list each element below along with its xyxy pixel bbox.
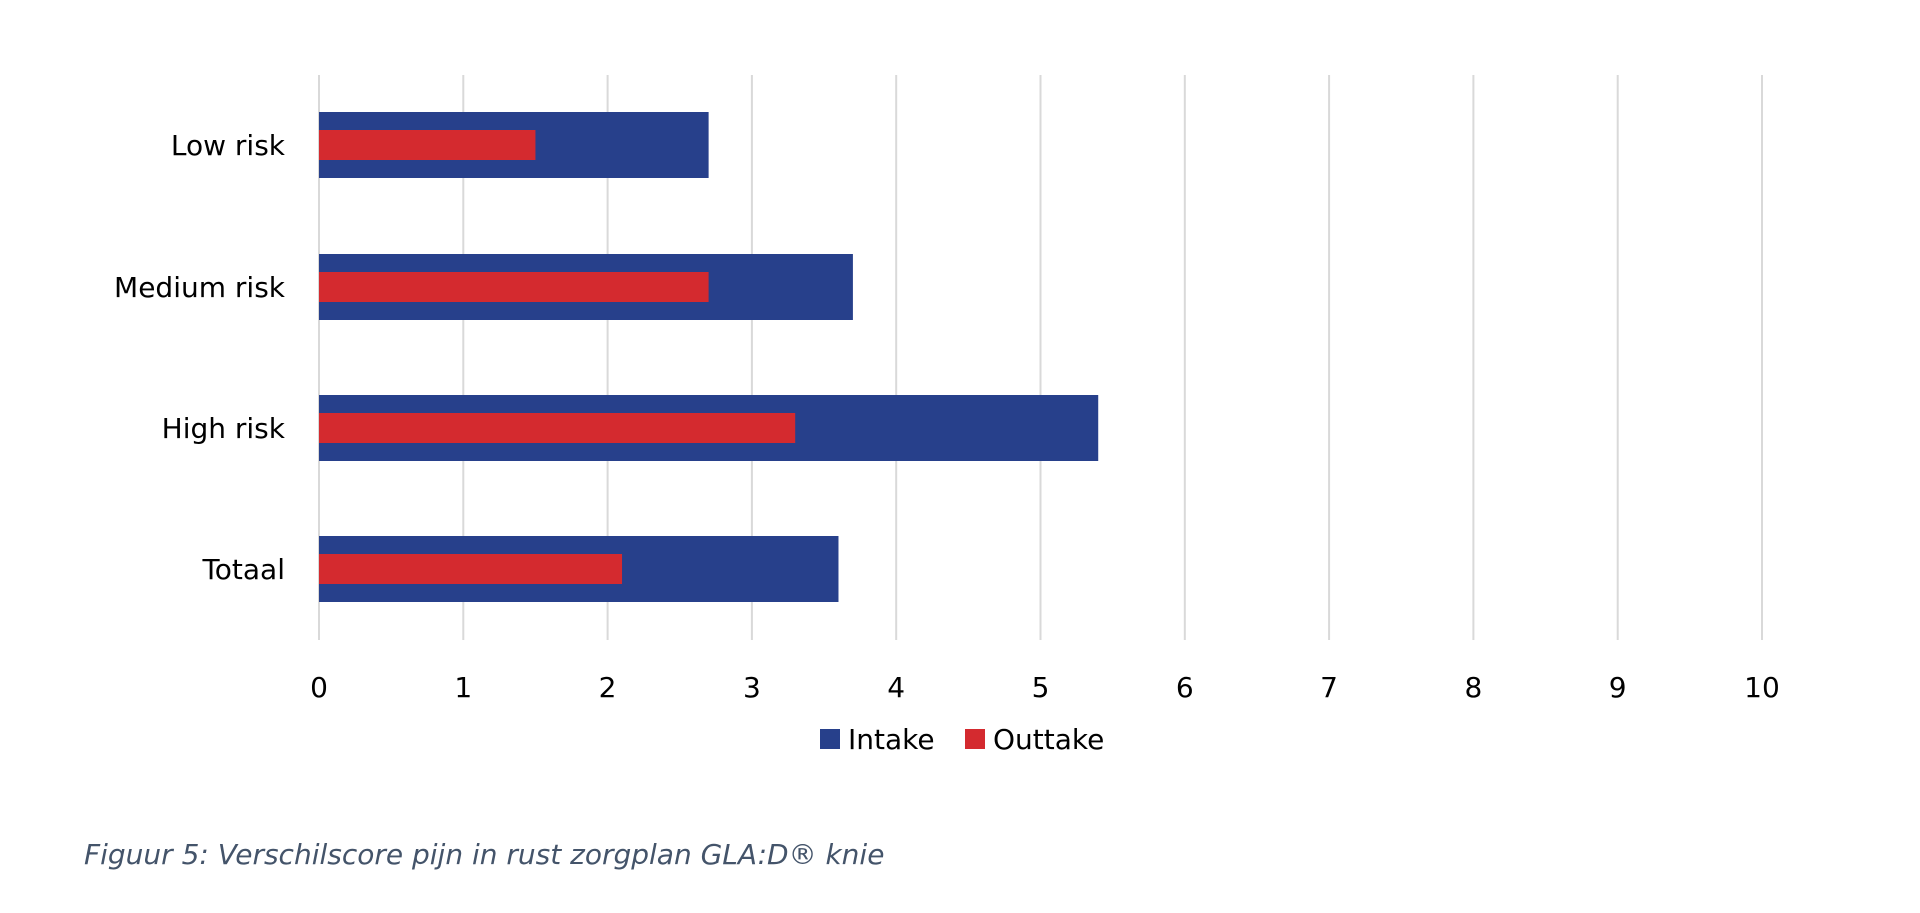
x-tick-label: 4 xyxy=(887,671,905,704)
legend-label-outtake: Outtake xyxy=(993,723,1104,756)
category-label: Totaal xyxy=(201,553,285,586)
x-tick-label: 7 xyxy=(1320,671,1338,704)
bar-outtake xyxy=(319,130,536,160)
x-tick-label: 5 xyxy=(1032,671,1050,704)
category-label: High risk xyxy=(162,412,286,445)
x-tick-label: 9 xyxy=(1609,671,1627,704)
legend-label-intake: Intake xyxy=(848,723,935,756)
x-tick-label: 1 xyxy=(454,671,472,704)
bar-outtake xyxy=(319,554,623,584)
x-tick-label: 0 xyxy=(310,671,328,704)
category-label: Medium risk xyxy=(114,271,286,304)
legend: Intake Outtake xyxy=(820,723,1104,756)
x-tick-label: 8 xyxy=(1464,671,1482,704)
bar-outtake xyxy=(319,413,796,443)
x-tick-label: 2 xyxy=(599,671,617,704)
category-labels: Low risk Medium risk High risk Totaal xyxy=(114,129,286,586)
x-axis-tick-labels: 0 1 2 3 4 5 6 7 8 9 10 xyxy=(310,671,1780,704)
legend-swatch-outtake xyxy=(965,729,985,749)
bars xyxy=(319,112,1099,602)
x-tick-label: 3 xyxy=(743,671,761,704)
figure-caption: Figuur 5: Verschilscore pijn in rust zor… xyxy=(84,838,885,871)
category-label: Low risk xyxy=(171,129,286,162)
x-tick-label: 6 xyxy=(1176,671,1194,704)
bar-chart: Low risk Medium risk High risk Totaal 0 1 2 3 4… xyxy=(114,75,1780,756)
bar-outtake xyxy=(319,272,709,302)
legend-swatch-intake xyxy=(820,729,840,749)
x-tick-label: 10 xyxy=(1744,671,1780,704)
